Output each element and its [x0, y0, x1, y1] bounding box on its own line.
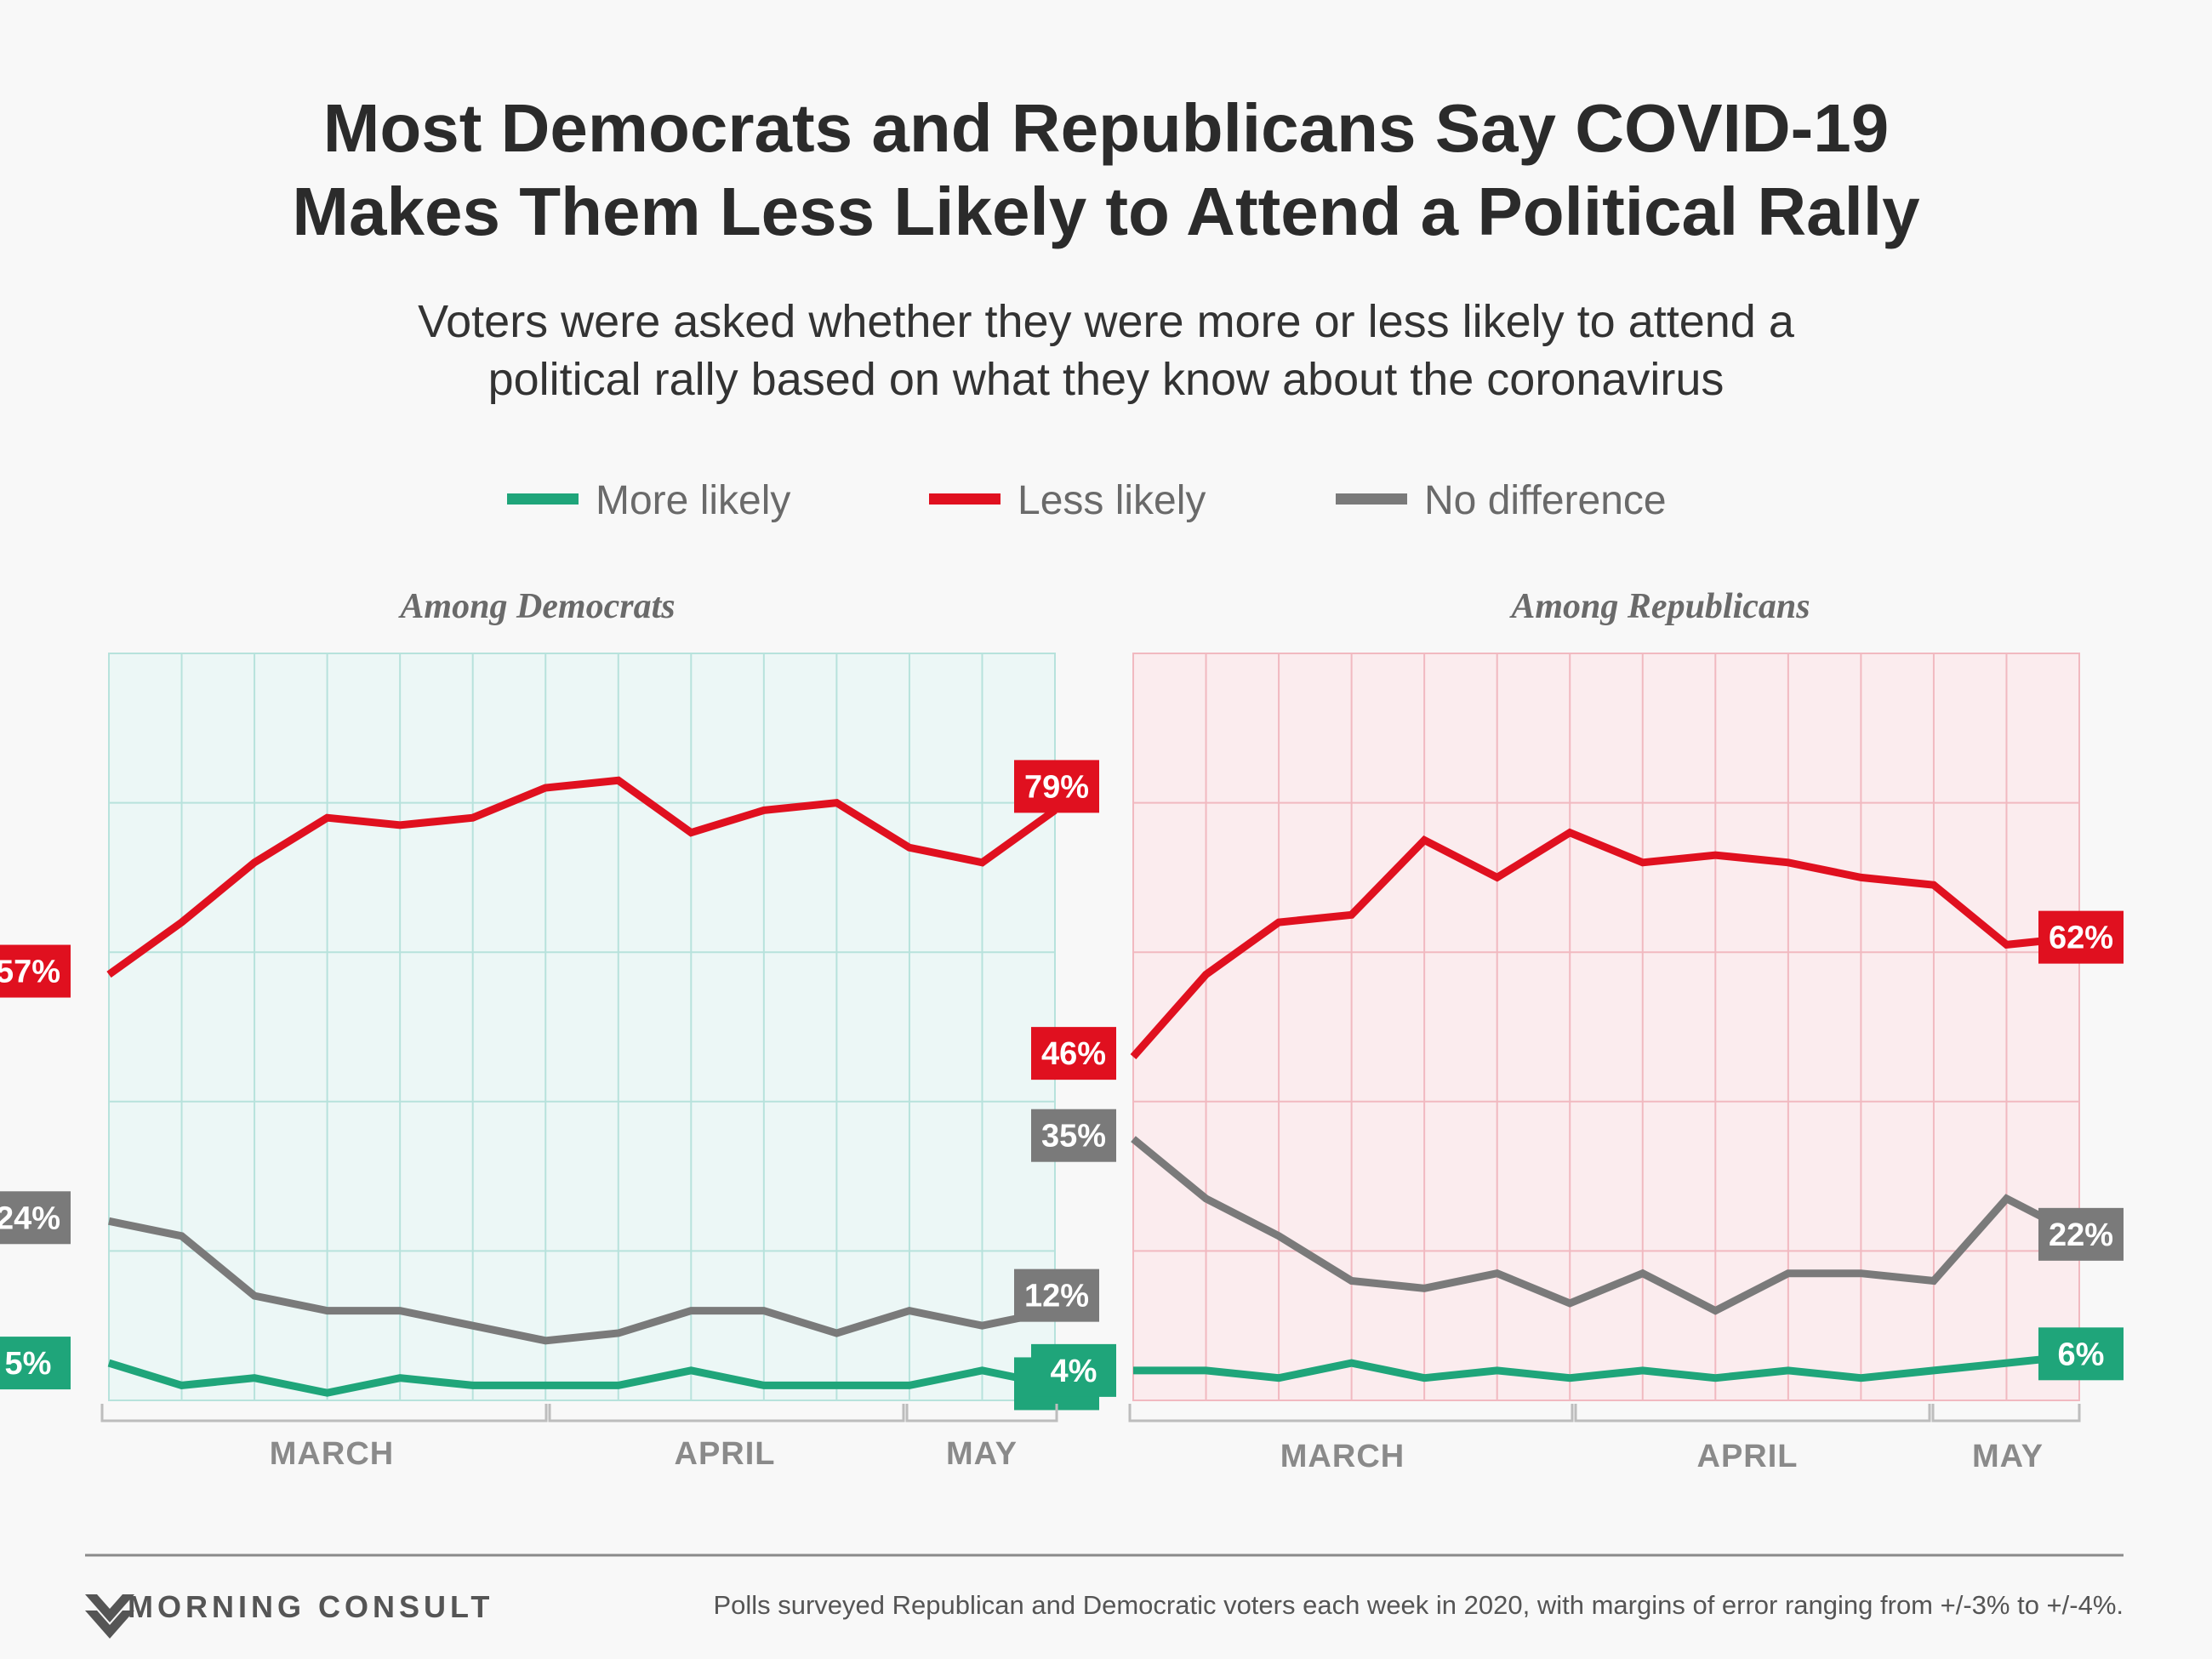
data-label-box: [0, 944, 71, 998]
month-label: MAY: [1972, 1439, 2044, 1474]
series-line-nodiff: [108, 1217, 1056, 1345]
title-line-2: Makes Them Less Likely to Attend a Polit…: [292, 174, 1920, 249]
series-line-less: [1130, 828, 2080, 1060]
data-label-end-less: 79%: [1024, 769, 1089, 805]
month-bracket: [100, 1404, 548, 1422]
series-line-nodiff: [1131, 1136, 2082, 1315]
data-label-end-nodiff: 22%: [2049, 1217, 2113, 1253]
data-label-box: [2038, 1327, 2124, 1381]
data-label-box: [1031, 1343, 1116, 1397]
data-label-box: [1014, 760, 1099, 813]
month-bracket: [548, 1404, 905, 1422]
legend-label-more: More likely: [596, 478, 790, 523]
legend-label-less: Less likely: [1018, 478, 1206, 523]
month-label: MARCH: [1280, 1439, 1405, 1474]
legend-swatch-more: [507, 493, 579, 505]
data-label-box: [0, 1337, 71, 1390]
plot-area: [108, 653, 1056, 1401]
data-label-start-less: 57%: [0, 955, 60, 990]
data-label-start-less: 46%: [1041, 1036, 1106, 1072]
month-label: MAY: [946, 1436, 1018, 1472]
legend-label-nodiff: No difference: [1424, 478, 1667, 523]
data-label-start-nodiff: 35%: [1041, 1119, 1106, 1154]
data-label-start-nodiff: 24%: [0, 1200, 60, 1236]
legend-swatch-nodiff: [1336, 493, 1407, 505]
footer-brand: MORNING CONSULT: [128, 1589, 493, 1624]
series-line-less: [106, 776, 1058, 978]
subtitle-line-1: Voters were asked whether they were more…: [418, 296, 1795, 347]
series-line-more: [107, 1359, 1056, 1397]
data-label-start-more: 5%: [5, 1346, 52, 1382]
month-label: APRIL: [675, 1436, 776, 1472]
data-label-end-more: 6%: [2058, 1337, 2105, 1372]
month-label: APRIL: [1697, 1439, 1799, 1474]
data-label-box: [2038, 910, 2124, 964]
title: Most Democrats and Republicans Say COVID…: [292, 90, 1920, 249]
data-label-box: [1031, 1109, 1116, 1162]
data-label-end-nodiff: 12%: [1024, 1279, 1089, 1314]
panel-republicans: Among Republicans 4% 6% 46% 62% 35% 22% MARCH AP…: [1031, 587, 2124, 1474]
legend-swatch-less: [929, 493, 1001, 505]
data-label-box: [2038, 1207, 2124, 1261]
data-label-box: [0, 1191, 71, 1245]
data-label-box: [1031, 1027, 1116, 1080]
month-label: MARCH: [270, 1436, 394, 1472]
legend: More likely Less likely No difference: [507, 478, 1667, 523]
subtitle-line-2: political rally based on what they know …: [488, 354, 1725, 405]
panel-democrats: Among Democrats5%2%57%79%24%12%MARCHAPRI…: [0, 587, 1099, 1472]
data-label-end-less: 62%: [2049, 921, 2113, 956]
morning-consult-logo-icon: [85, 1594, 134, 1639]
footer-note: Polls surveyed Republican and Democratic…: [713, 1590, 2124, 1620]
month-bracket: [905, 1404, 1058, 1422]
footer: MORNING CONSULT Polls surveyed Republica…: [85, 1554, 2124, 1639]
panel-title: Among Democrats: [397, 587, 675, 626]
data-label-start-more: 4%: [1051, 1354, 1097, 1389]
month-bracket: [1128, 1404, 1574, 1422]
month-bracket: [1931, 1404, 2081, 1422]
panel-title: Among Republicans: [1508, 587, 1810, 626]
title-line-1: Most Democrats and Republicans Say COVID…: [323, 90, 1890, 166]
month-bracket: [1574, 1404, 1931, 1422]
series-line-more: [1133, 1351, 2080, 1382]
data-label-box: [1014, 1268, 1099, 1322]
subtitle: Voters were asked whether they were more…: [418, 296, 1795, 405]
